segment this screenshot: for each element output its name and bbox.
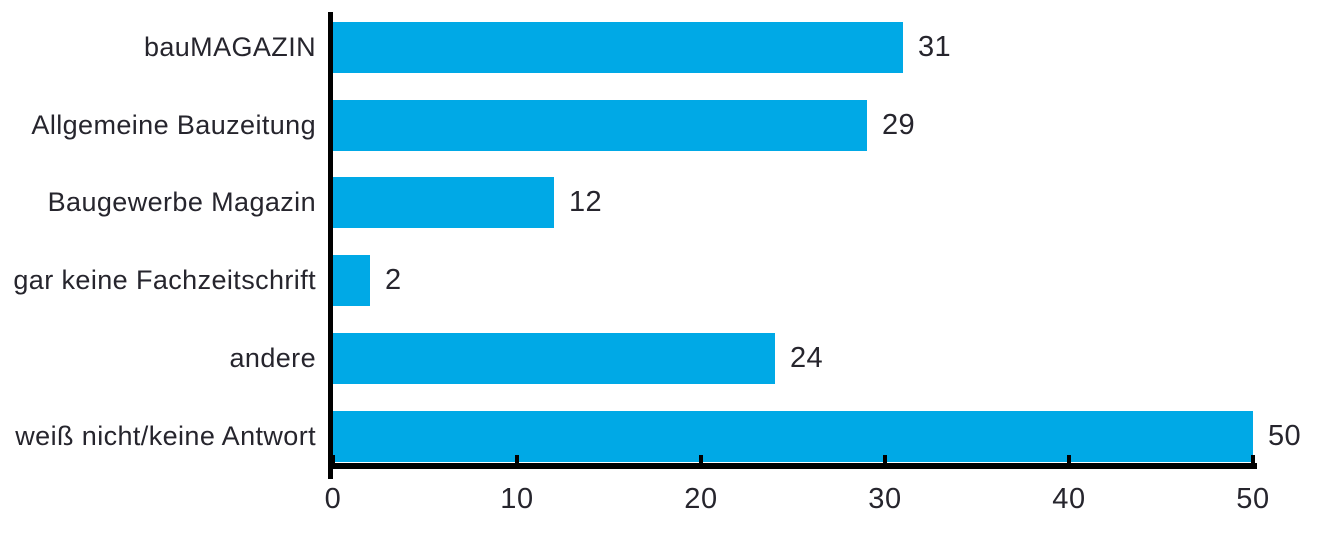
x-axis-tick — [883, 455, 887, 463]
x-tick-label: 10 — [500, 483, 534, 515]
x-axis-tick — [331, 455, 335, 463]
x-axis-tick — [1067, 455, 1071, 463]
x-axis-line — [328, 463, 1257, 469]
category-label: gar keine Fachzeitschrift — [13, 265, 316, 295]
bar — [333, 100, 867, 151]
x-tick-label: 50 — [1236, 483, 1270, 515]
y-axis-line — [328, 12, 333, 479]
x-tick-label: 0 — [324, 483, 342, 515]
x-tick-label: 20 — [684, 483, 718, 515]
x-tick-label: 40 — [1052, 483, 1086, 515]
category-label: weiß nicht/keine Antwort — [15, 421, 316, 451]
bar — [333, 177, 554, 228]
bar — [333, 333, 775, 384]
bar — [333, 255, 370, 306]
category-label: Allgemeine Bauzeitung — [31, 110, 316, 140]
category-label: andere — [229, 343, 316, 373]
value-label: 2 — [385, 264, 402, 296]
value-label: 12 — [569, 186, 603, 218]
category-label: bauMAGAZIN — [143, 32, 316, 62]
bar — [333, 22, 903, 73]
x-tick-label: 30 — [868, 483, 902, 515]
category-label: Baugewerbe Magazin — [47, 187, 316, 217]
x-axis-tick — [515, 455, 519, 463]
value-label: 50 — [1268, 420, 1302, 452]
value-label: 29 — [882, 109, 916, 141]
x-axis-tick — [1251, 455, 1255, 463]
x-axis-tick — [699, 455, 703, 463]
value-label: 24 — [790, 342, 824, 374]
value-label: 31 — [918, 31, 952, 63]
bar — [333, 411, 1253, 462]
